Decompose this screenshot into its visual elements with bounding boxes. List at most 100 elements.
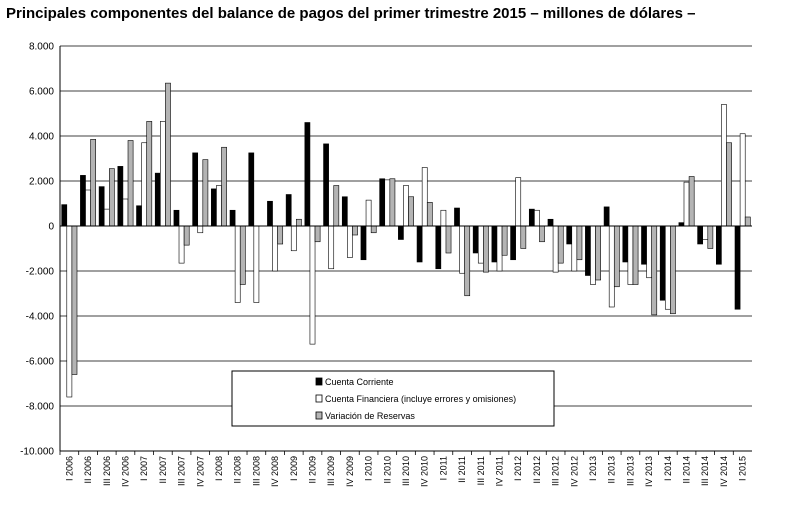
y-tick-label: 2.000 <box>29 177 54 188</box>
legend: Cuenta Corriente Cuenta Financiera (incl… <box>231 370 555 427</box>
bar-cuenta-corriente <box>360 225 367 261</box>
legend-label-cuenta-corriente: Cuenta Corriente <box>325 377 394 387</box>
bar-cuenta-corriente <box>398 225 404 240</box>
bar-cuenta-financiera-incluye-errores-y-omisiones <box>384 179 391 227</box>
bar-cuenta-financiera-incluye-errores-y-omisiones <box>103 208 110 227</box>
bar-variacion-de-reservas <box>202 159 209 227</box>
bar-variacion-de-reservas <box>277 225 284 245</box>
bar-cuenta-corriente <box>304 122 311 227</box>
x-tick-label: II 2006 <box>83 456 93 484</box>
bar-cuenta-corriente <box>173 209 180 227</box>
bar-variacion-de-reservas <box>370 225 377 234</box>
bar-cuenta-financiera-incluye-errores-y-omisiones <box>477 225 484 264</box>
bar-cuenta-financiera-incluye-errores-y-omisiones <box>590 225 596 285</box>
x-tick-label: IV 2009 <box>345 456 355 487</box>
bar-cuenta-financiera-incluye-errores-y-omisiones <box>328 225 335 270</box>
bar-cuenta-financiera-incluye-errores-y-omisiones <box>702 225 709 240</box>
bar-cuenta-corriente <box>416 225 423 263</box>
x-tick-label: III 2008 <box>251 456 261 486</box>
bar-cuenta-financiera-incluye-errores-y-omisiones <box>365 199 372 227</box>
legend-swatch-cuenta-corriente <box>315 377 323 386</box>
bar-cuenta-corriente <box>323 143 329 227</box>
x-tick-label: IV 2011 <box>495 456 505 486</box>
bar-variacion-de-reservas <box>183 225 190 246</box>
x-tick-label: I 2007 <box>139 456 149 481</box>
y-tick-label: 8.000 <box>29 42 54 53</box>
bar-variacion-de-reservas <box>90 139 97 227</box>
bar-cuenta-corriente <box>547 218 554 227</box>
bar-cuenta-corriente <box>491 225 498 263</box>
bar-cuenta-corriente <box>285 194 292 227</box>
bar-variacion-de-reservas <box>333 185 340 227</box>
bar-cuenta-financiera-incluye-errores-y-omisiones <box>664 225 671 310</box>
x-tick-label: II 2011 <box>457 456 467 483</box>
y-tick-label: 6.000 <box>29 87 54 98</box>
bar-cuenta-financiera-incluye-errores-y-omisiones <box>197 225 204 234</box>
bar-cuenta-financiera-incluye-errores-y-omisiones <box>234 225 241 303</box>
bar-cuenta-financiera-incluye-errores-y-omisiones <box>122 198 129 227</box>
x-tick-label: III 2006 <box>102 456 112 486</box>
bar-cuenta-financiera-incluye-errores-y-omisiones <box>683 181 690 227</box>
x-tick-label: III 2014 <box>700 456 710 486</box>
x-tick-label: I 2015 <box>738 456 748 481</box>
bar-variacion-de-reservas <box>520 225 527 249</box>
bar-variacion-de-reservas <box>688 176 695 227</box>
x-tick-label: IV 2013 <box>644 456 654 487</box>
bar-variacion-de-reservas <box>670 225 676 315</box>
legend-box <box>231 370 555 427</box>
bar-variacion-de-reservas <box>539 225 545 243</box>
x-tick-label: IV 2006 <box>120 456 130 487</box>
bar-cuenta-corriente <box>585 225 591 276</box>
bar-cuenta-financiera-incluye-errores-y-omisiones <box>160 121 166 227</box>
bar-variacion-de-reservas <box>464 225 471 297</box>
bar-cuenta-financiera-incluye-errores-y-omisiones <box>403 185 409 227</box>
y-tick-label: -2.000 <box>26 267 55 278</box>
y-tick-label: 0 <box>48 222 54 233</box>
bar-variacion-de-reservas <box>576 225 583 261</box>
bar-cuenta-financiera-incluye-errores-y-omisiones <box>646 225 652 279</box>
bar-cuenta-corriente <box>229 209 236 227</box>
x-tick-label: II 2010 <box>382 456 392 484</box>
x-tick-label: IV 2014 <box>719 456 729 487</box>
y-tick-label: -10.000 <box>20 447 54 458</box>
x-tick-label: II 2007 <box>158 456 168 484</box>
y-tick-labels: 8.000 6.000 4.000 2.000 0 -2.000 -4.000 -6.000 -… <box>20 42 54 458</box>
bar-cuenta-financiera-incluye-errores-y-omisiones <box>627 225 634 285</box>
bar-cuenta-corriente <box>98 186 105 227</box>
x-tick-label: I 2010 <box>364 456 374 481</box>
bar-cuenta-corriente <box>61 204 68 227</box>
bar-variacion-de-reservas <box>314 225 321 243</box>
x-tick-label: IV 2008 <box>270 456 280 487</box>
y-tick-label: -4.000 <box>26 312 55 323</box>
bar-variacion-de-reservas <box>127 140 134 227</box>
bar-cuenta-financiera-incluye-errores-y-omisiones <box>739 133 746 227</box>
bar-variacion-de-reservas <box>726 142 732 227</box>
x-tick-label: II 2014 <box>682 456 692 484</box>
x-tick-label: I 2009 <box>289 456 299 481</box>
x-tick-label: I 2013 <box>588 456 598 481</box>
bar-variacion-de-reservas <box>632 225 639 285</box>
x-tick-label: II 2009 <box>307 456 317 484</box>
bar-variacion-de-reservas <box>109 168 115 227</box>
bar-cuenta-financiera-incluye-errores-y-omisiones <box>552 225 559 273</box>
x-tick-label: III 2013 <box>625 456 635 486</box>
legend-label-cuenta-financiera: Cuenta Financiera (incluye errores y omi… <box>325 394 516 404</box>
bars <box>61 82 751 398</box>
bar-variacion-de-reservas <box>165 82 171 227</box>
y-tick-label: 4.000 <box>29 132 54 143</box>
bar-variacion-de-reservas <box>146 121 153 227</box>
bar-cuenta-financiera-incluye-errores-y-omisiones <box>440 209 447 227</box>
bar-cuenta-corriente <box>117 166 124 227</box>
bar-variacion-de-reservas <box>557 225 564 264</box>
x-tick-label: III 2009 <box>326 456 336 486</box>
legend-swatch-variacion-reservas <box>315 411 323 420</box>
bar-cuenta-financiera-incluye-errores-y-omisiones <box>721 104 727 227</box>
x-tick-label: I 2006 <box>64 456 74 481</box>
bar-cuenta-corriente <box>622 225 629 263</box>
bar-cuenta-corriente <box>641 225 647 265</box>
x-tick-label: III 2011 <box>476 456 486 485</box>
bar-variacion-de-reservas <box>595 225 601 281</box>
bar-cuenta-financiera-incluye-errores-y-omisiones <box>141 142 148 227</box>
bar-cuenta-corriente <box>341 196 348 227</box>
